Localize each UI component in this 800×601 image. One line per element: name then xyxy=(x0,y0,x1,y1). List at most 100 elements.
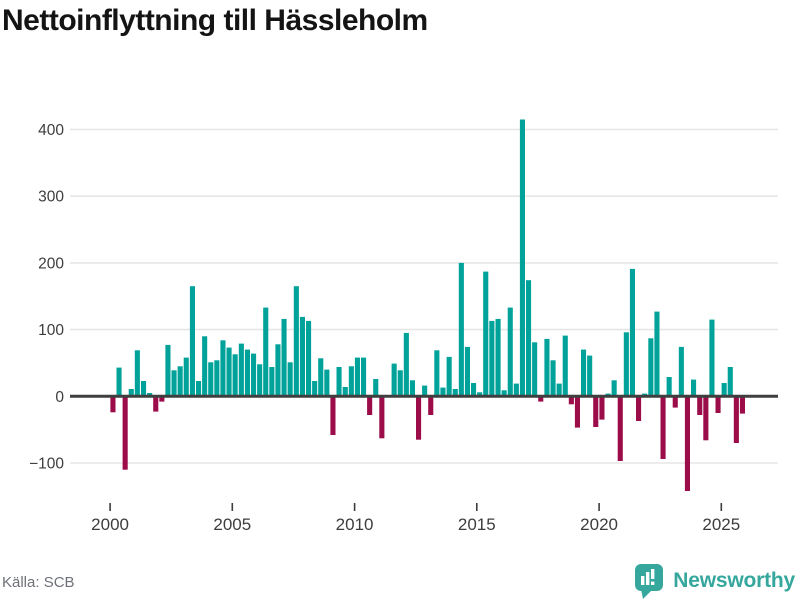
bar-2017Q3 xyxy=(538,396,544,402)
bar-2025Q1 xyxy=(721,383,727,397)
bar-2003Q4 xyxy=(202,336,208,397)
page-title: Nettoinflyttning till Hässleholm xyxy=(2,4,428,37)
bar-2015Q3 xyxy=(489,320,495,397)
bar-2009Q3 xyxy=(342,387,348,397)
bar-2022Q3 xyxy=(660,396,666,459)
x-tick-label: 2025 xyxy=(702,515,740,534)
bar-2011Q1 xyxy=(379,396,385,439)
bar-2008Q1 xyxy=(306,320,312,397)
bar-2006Q1 xyxy=(257,364,263,397)
bar-2017Q1 xyxy=(526,280,532,397)
bar-2013Q2 xyxy=(434,350,440,397)
bar-2004Q4 xyxy=(226,347,232,397)
bar-2007Q2 xyxy=(287,362,293,397)
bar-2022Q4 xyxy=(666,377,672,397)
y-tick-label: 0 xyxy=(55,389,64,406)
y-tick-label: 400 xyxy=(38,122,64,139)
bar-2019Q2 xyxy=(581,349,587,397)
bar-2002Q4 xyxy=(177,366,183,397)
bar-2006Q3 xyxy=(269,367,275,397)
bars-group xyxy=(110,119,745,491)
bar-2019Q1 xyxy=(574,396,580,428)
bar-2000Q3 xyxy=(122,396,128,470)
bar-2021Q2 xyxy=(629,268,635,397)
bar-2017Q2 xyxy=(532,342,538,397)
bar-2017Q4 xyxy=(544,338,550,397)
bar-2002Q1 xyxy=(159,396,165,402)
bar-2005Q1 xyxy=(232,354,238,397)
bar-2023Q2 xyxy=(678,346,684,397)
bar-2000Q2 xyxy=(116,367,122,397)
bar-2000Q4 xyxy=(128,389,134,397)
bar-2025Q2 xyxy=(727,367,733,397)
bar-2005Q3 xyxy=(244,349,250,397)
bar-2023Q4 xyxy=(691,379,697,397)
bar-2019Q4 xyxy=(593,396,599,427)
y-tick-label: 300 xyxy=(38,189,64,206)
bar-2014Q2 xyxy=(458,262,464,397)
bar-2020Q4 xyxy=(617,396,623,461)
bar-2023Q3 xyxy=(684,396,690,491)
bar-2010Q1 xyxy=(354,357,360,397)
x-tick-label: 2020 xyxy=(580,515,618,534)
gridlines xyxy=(70,128,778,464)
bar-2007Q3 xyxy=(293,286,299,397)
bar-2021Q1 xyxy=(623,332,629,397)
bar-2025Q4 xyxy=(739,396,745,414)
bar-2007Q4 xyxy=(299,316,305,397)
bar-2003Q2 xyxy=(189,286,195,397)
bar-2013Q1 xyxy=(428,396,434,415)
x-axis-labels: 2000 2005 2010 2015 2020 2025 xyxy=(91,503,740,534)
bar-2009Q2 xyxy=(336,367,342,397)
bar-2015Q2 xyxy=(483,271,489,397)
bar-2005Q2 xyxy=(238,343,244,397)
bar-2024Q2 xyxy=(703,396,709,441)
bar-2002Q3 xyxy=(171,370,177,397)
bar-2018Q4 xyxy=(568,396,574,405)
bar-2018Q1 xyxy=(550,360,556,397)
bar-2019Q3 xyxy=(587,355,593,397)
x-tick-label: 2005 xyxy=(213,515,251,534)
bar-2000Q1 xyxy=(110,396,116,413)
source-label: Källa: SCB xyxy=(2,574,75,591)
bar-2018Q3 xyxy=(562,335,568,397)
bar-2012Q3 xyxy=(416,396,422,440)
bar-2012Q2 xyxy=(409,380,415,397)
bar-2010Q4 xyxy=(373,379,379,397)
newsworthy-icon xyxy=(635,564,664,599)
bar-2001Q1 xyxy=(134,350,140,397)
bar-2004Q3 xyxy=(220,340,226,397)
bar-2018Q2 xyxy=(556,383,562,397)
bar-2008Q3 xyxy=(318,358,324,397)
bar-2004Q1 xyxy=(208,362,214,397)
bar-2014Q3 xyxy=(464,346,470,397)
x-tick-label: 2010 xyxy=(336,515,374,534)
bar-2022Q1 xyxy=(648,338,654,397)
bar-2016Q3 xyxy=(513,383,519,397)
bar-2010Q3 xyxy=(367,396,373,415)
newsworthy-wordmark: Newsworthy xyxy=(673,569,795,592)
y-tick-label: −100 xyxy=(29,456,64,473)
bar-2001Q3 xyxy=(147,393,153,397)
bar-2024Q4 xyxy=(715,396,721,413)
bar-2020Q3 xyxy=(611,380,617,397)
y-axis-labels: −100 0 100 200 300 400 xyxy=(29,122,64,473)
bar-2002Q2 xyxy=(165,344,171,397)
bar-2016Q2 xyxy=(507,307,513,397)
bar-2009Q1 xyxy=(330,396,336,435)
bar-2003Q3 xyxy=(196,381,202,397)
bar-2001Q2 xyxy=(141,381,147,397)
bar-2016Q1 xyxy=(501,390,507,397)
bar-2008Q2 xyxy=(312,381,318,397)
bar-2009Q4 xyxy=(348,366,354,397)
bar-2025Q3 xyxy=(733,396,739,443)
bar-2011Q4 xyxy=(397,370,403,397)
y-tick-label: 200 xyxy=(38,255,64,272)
bar-2021Q3 xyxy=(636,396,642,421)
bar-2014Q1 xyxy=(452,389,458,397)
bar-2004Q2 xyxy=(214,360,220,397)
bar-2012Q1 xyxy=(403,332,409,397)
bar-2007Q1 xyxy=(281,318,287,397)
bar-2013Q4 xyxy=(446,356,452,397)
